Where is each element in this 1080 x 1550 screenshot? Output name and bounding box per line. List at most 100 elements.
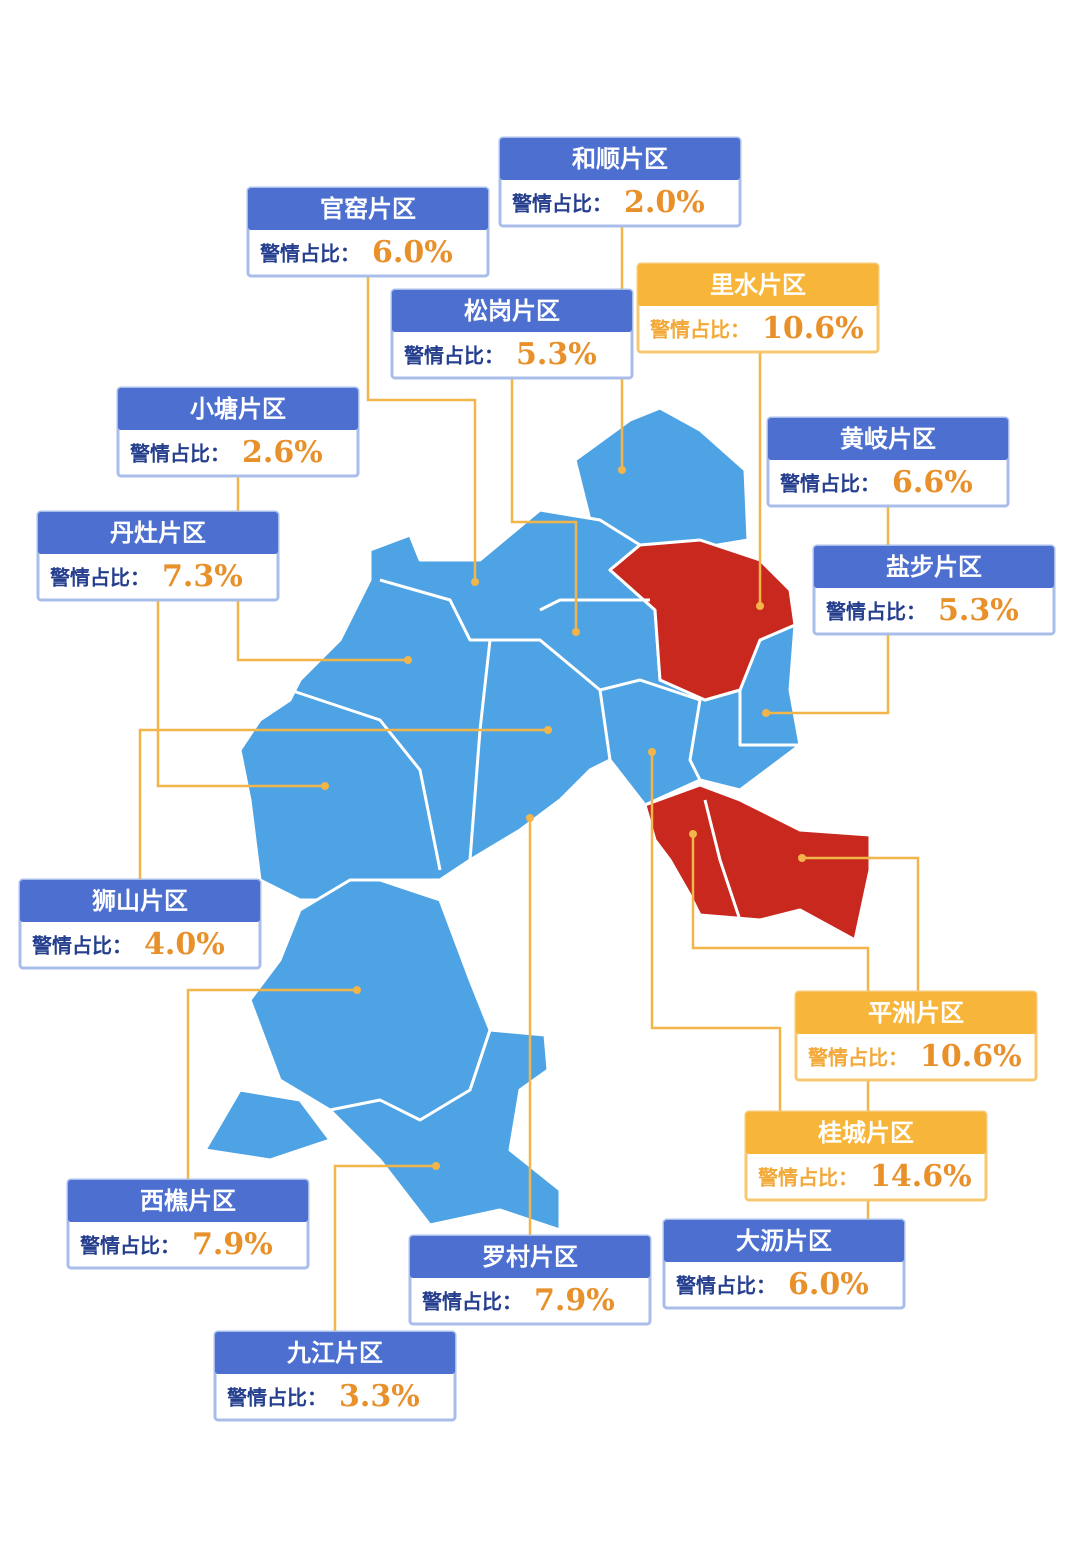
district-name: 松岗片区 bbox=[464, 297, 560, 325]
share-value: 7.3% bbox=[162, 559, 243, 594]
share-value: 10.6% bbox=[762, 311, 864, 346]
share-label: 警情占比： bbox=[758, 1166, 858, 1190]
leader-dot bbox=[648, 748, 656, 756]
share-label: 警情占比： bbox=[404, 344, 504, 368]
share-label: 警情占比： bbox=[808, 1046, 908, 1070]
district-name: 罗村片区 bbox=[482, 1243, 578, 1271]
share-value: 5.3% bbox=[516, 337, 597, 372]
callout-header bbox=[215, 1332, 455, 1374]
leader-dot bbox=[321, 782, 329, 790]
callout-header bbox=[392, 290, 632, 332]
district-name: 狮山片区 bbox=[92, 887, 188, 915]
district-name: 九江片区 bbox=[286, 1339, 383, 1367]
region bbox=[643, 783, 872, 942]
callout-header bbox=[814, 546, 1054, 588]
district-name: 大沥片区 bbox=[736, 1227, 832, 1255]
border bbox=[289, 688, 442, 871]
district-name: 里水片区 bbox=[710, 271, 806, 299]
share-label: 警情占比： bbox=[130, 442, 230, 466]
district-name: 丹灶片区 bbox=[110, 519, 206, 547]
leader-dot bbox=[404, 656, 412, 664]
callout-header bbox=[410, 1236, 650, 1278]
callout-header bbox=[796, 992, 1036, 1034]
leader-line bbox=[156, 598, 325, 788]
leader-line bbox=[186, 988, 357, 1180]
leader-dot bbox=[353, 986, 361, 994]
district-name: 盐步片区 bbox=[886, 553, 982, 581]
share-value: 4.0% bbox=[144, 927, 225, 962]
share-label: 警情占比： bbox=[260, 242, 360, 266]
share-value: 2.6% bbox=[242, 435, 323, 470]
leader-dot bbox=[756, 602, 764, 610]
share-label: 警情占比： bbox=[80, 1234, 180, 1258]
share-value: 2.0% bbox=[624, 185, 705, 220]
callout-header bbox=[746, 1112, 986, 1154]
border bbox=[703, 799, 742, 921]
leader-dot bbox=[572, 628, 580, 636]
border bbox=[599, 678, 702, 781]
leader-line bbox=[691, 834, 870, 1220]
leader-line bbox=[333, 1164, 436, 1332]
share-value: 10.6% bbox=[920, 1039, 1022, 1074]
leader-line bbox=[510, 376, 578, 632]
leader-dot bbox=[618, 466, 626, 474]
share-label: 警情占比： bbox=[227, 1386, 327, 1410]
leader-dot bbox=[526, 814, 534, 822]
share-label: 警情占比： bbox=[32, 934, 132, 958]
share-value: 5.3% bbox=[938, 593, 1019, 628]
share-label: 警情占比： bbox=[780, 472, 880, 496]
district-name: 官窑片区 bbox=[320, 195, 416, 223]
callout-header bbox=[118, 388, 358, 430]
district-name: 西樵片区 bbox=[140, 1187, 236, 1215]
callout-header bbox=[664, 1220, 904, 1262]
share-value: 6.0% bbox=[788, 1267, 869, 1302]
share-value: 7.9% bbox=[192, 1227, 273, 1262]
district-name: 平洲片区 bbox=[868, 999, 964, 1027]
callout-header bbox=[38, 512, 278, 554]
callout-header bbox=[768, 418, 1008, 460]
share-value: 7.9% bbox=[534, 1283, 615, 1318]
border bbox=[329, 1029, 492, 1122]
region bbox=[203, 1088, 332, 1162]
leader-dot bbox=[762, 709, 770, 717]
share-label: 警情占比： bbox=[422, 1290, 522, 1314]
region bbox=[608, 538, 797, 702]
leader-line bbox=[766, 632, 890, 715]
callout-header bbox=[248, 188, 488, 230]
leader-line bbox=[138, 728, 548, 880]
leader-line bbox=[366, 274, 477, 582]
share-value: 6.0% bbox=[372, 235, 453, 270]
leader-line bbox=[802, 856, 920, 992]
region bbox=[248, 878, 562, 1232]
callout-header bbox=[68, 1180, 308, 1222]
leaders bbox=[138, 224, 920, 1332]
share-label: 警情占比： bbox=[676, 1274, 776, 1298]
border bbox=[379, 578, 612, 761]
regions bbox=[203, 406, 872, 1232]
district-name: 桂城片区 bbox=[818, 1119, 914, 1147]
district-name: 黄岐片区 bbox=[840, 425, 936, 453]
leader-dot bbox=[471, 578, 479, 586]
share-label: 警情占比： bbox=[50, 566, 150, 590]
leader-dot bbox=[544, 726, 552, 734]
share-value: 14.6% bbox=[870, 1159, 972, 1194]
share-label: 警情占比： bbox=[512, 192, 612, 216]
district-name: 小塘片区 bbox=[190, 395, 286, 423]
callout-header bbox=[638, 264, 878, 306]
